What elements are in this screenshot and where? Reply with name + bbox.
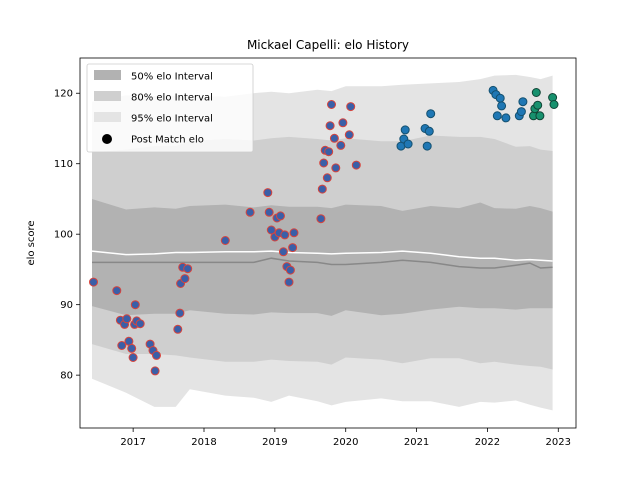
elo-point — [280, 230, 290, 240]
elo-point — [317, 184, 327, 194]
elo-point — [112, 286, 122, 296]
elo-point — [284, 277, 294, 287]
elo-point — [336, 140, 346, 150]
elo-point — [497, 101, 507, 111]
median-line — [92, 257, 553, 269]
elo-point — [351, 160, 361, 170]
legend-swatch-80 — [94, 91, 121, 101]
chart-title: Mickael Capelli: elo History — [247, 38, 409, 52]
legend-box — [86, 63, 254, 153]
elo-point — [535, 111, 545, 121]
elo-point — [533, 100, 543, 110]
elo-point — [245, 207, 255, 217]
x-tick-label: 2019 — [262, 437, 287, 448]
y-tick-label: 80 — [60, 371, 73, 382]
elo-point — [127, 343, 137, 353]
y-tick-label: 90 — [60, 300, 73, 311]
x-tick-label: 2020 — [333, 437, 358, 448]
legend-dot — [102, 134, 112, 144]
elo-point — [319, 158, 329, 168]
x-axis: 2017 2018 2019 2020 2021 2022 2023 — [120, 428, 571, 448]
elo-point — [150, 366, 160, 376]
elo-point — [152, 350, 161, 360]
legend-label-50: 50% elo Interval — [131, 72, 213, 83]
elo-point — [276, 211, 285, 221]
y-tick-label: 110 — [54, 159, 73, 170]
elo-point — [278, 247, 288, 257]
legend: 50% elo Interval 80% elo Interval 95% el… — [86, 63, 254, 153]
elo-point — [424, 126, 434, 136]
y-tick-label: 100 — [54, 230, 73, 241]
legend-label-95: 95% elo Interval — [131, 114, 213, 125]
x-tick-label: 2022 — [475, 437, 500, 448]
elo-point — [316, 214, 326, 224]
legend-swatch-50 — [94, 70, 121, 80]
elo-point — [289, 228, 299, 238]
elo-point — [338, 118, 348, 128]
band-50 — [92, 199, 553, 316]
plot-frame — [79, 57, 577, 429]
elo-point — [263, 188, 273, 198]
elo-point — [426, 109, 436, 119]
post-match-points — [89, 85, 559, 376]
elo-point — [288, 243, 298, 253]
elo-point — [175, 308, 185, 318]
elo-point — [329, 133, 339, 143]
interval-bands — [92, 74, 553, 411]
elo-point — [327, 100, 336, 109]
elo-point — [173, 324, 183, 334]
elo-point — [346, 102, 356, 112]
elo-point — [128, 353, 138, 362]
elo-point — [549, 100, 559, 109]
y-tick-label: 120 — [54, 89, 73, 100]
elo-point — [403, 139, 413, 149]
legend-swatch-95 — [94, 112, 121, 122]
elo-point — [501, 113, 511, 123]
trend-lines — [91, 250, 553, 269]
elo-point — [322, 173, 332, 183]
elo-point — [266, 225, 276, 235]
elo-point — [516, 107, 526, 117]
elo-point — [344, 130, 354, 140]
elo-point — [180, 274, 190, 284]
mean-line — [91, 250, 553, 262]
y-axis: 80 90 100 110 120 — [54, 89, 80, 382]
elo-point — [220, 236, 230, 245]
elo-point — [422, 141, 432, 151]
elo-point — [130, 300, 140, 310]
elo-point — [183, 264, 193, 274]
legend-label-80: 80% elo Interval — [131, 93, 213, 104]
elo-point — [531, 88, 541, 97]
elo-point — [135, 319, 145, 329]
x-tick-label: 2018 — [191, 437, 216, 448]
elo-point — [518, 97, 528, 107]
x-tick-label: 2017 — [120, 437, 145, 448]
elo-point — [324, 147, 334, 157]
elo-point — [492, 111, 502, 121]
elo-point — [122, 314, 132, 324]
legend-label-post-match: Post Match elo — [131, 135, 204, 146]
elo-point — [89, 277, 98, 287]
elo-point — [331, 163, 341, 173]
elo-point — [117, 341, 127, 350]
x-tick-label: 2023 — [546, 437, 571, 448]
x-tick-label: 2021 — [404, 437, 429, 448]
elo-point — [285, 265, 295, 275]
elo-point — [495, 93, 505, 103]
elo-point — [264, 207, 274, 217]
elo-point — [400, 125, 410, 135]
y-axis-title: elo score — [26, 220, 37, 265]
elo-point — [325, 121, 335, 131]
